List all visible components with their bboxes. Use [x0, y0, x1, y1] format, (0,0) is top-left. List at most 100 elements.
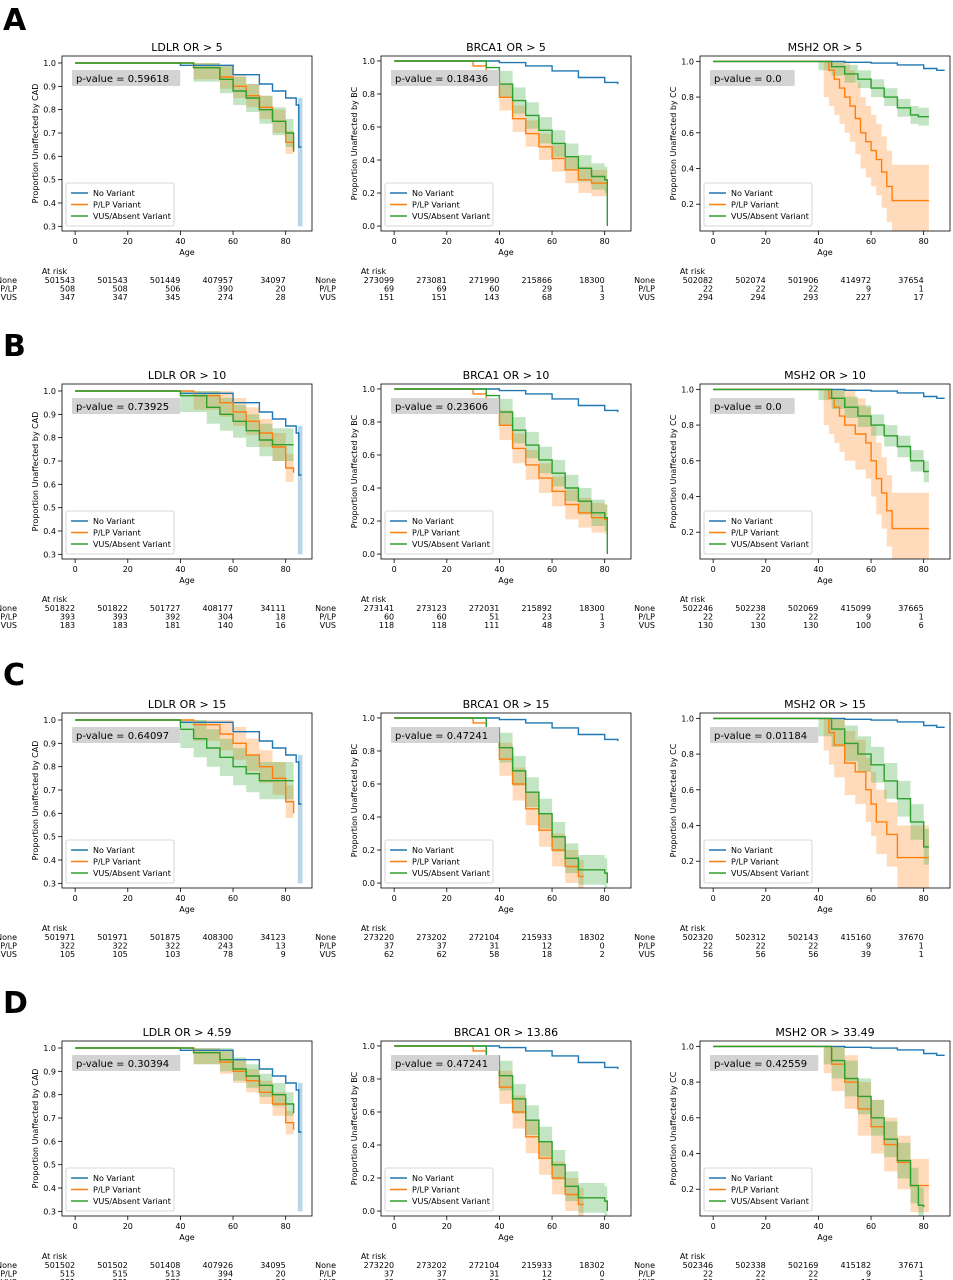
x-axis-label: Age: [498, 576, 514, 585]
pvalue-text: p-value = 0.64097: [76, 731, 169, 742]
pvalue-text: p-value = 0.47241: [395, 1059, 488, 1070]
ci-band: [713, 718, 929, 865]
at-risk-row-label: VUS: [639, 950, 655, 959]
at-risk-count: 22: [703, 1270, 713, 1279]
at-risk-count: 381: [60, 1278, 75, 1280]
x-tick-label: 40: [175, 565, 185, 574]
plot-area: [713, 60, 945, 231]
legend-label: P/LP Variant: [412, 529, 460, 538]
at-risk-row-label: P/LP: [638, 285, 655, 294]
x-tick-label: 40: [494, 894, 504, 903]
at-risk-count: 9: [866, 285, 871, 294]
x-axis-label: Age: [498, 1233, 514, 1242]
legend: No Variant P/LP Variant VUS/Absent Variant: [65, 182, 175, 227]
y-tick-label: 0.4: [362, 484, 375, 493]
y-tick-label: 0.0: [362, 1207, 375, 1216]
legend-label: VUS/Absent Variant: [93, 1197, 171, 1206]
x-tick-label: 60: [228, 1222, 238, 1231]
pvalue-text: p-value = 0.30394: [76, 1059, 169, 1070]
x-tick-label: 20: [761, 237, 771, 246]
survival-line: [75, 719, 295, 814]
y-tick-label: 0.8: [362, 90, 375, 99]
survival-line: [75, 719, 294, 782]
at-risk-count: 272104: [469, 1261, 500, 1270]
panel-title: LDLR OR > 15: [148, 698, 226, 711]
at-risk-count: 37665: [898, 604, 923, 613]
row-letter-b: B: [3, 329, 26, 364]
x-tick-label: 80: [919, 894, 929, 903]
x-tick-label: 60: [228, 237, 238, 246]
at-risk-count: 39: [861, 950, 871, 959]
plot-frame: [380, 1040, 632, 1217]
y-tick-label: 0.2: [681, 1185, 694, 1194]
at-risk-count: 414972: [841, 276, 872, 285]
y-tick-label: 0.8: [681, 1078, 694, 1087]
y-tick-label: 0.4: [43, 527, 56, 536]
at-risk-row-label: VUS: [320, 621, 336, 630]
x-tick-label: 0: [73, 237, 78, 246]
y-tick-label: 0.7: [43, 129, 56, 138]
at-risk-count: 111: [484, 621, 499, 630]
km-panel: LDLR OR > 10 0 20 40 60 80 0.3 0.4 0.5 0.6 0.7 0.8 0…: [0, 369, 313, 630]
at-risk-row-label: None: [315, 1261, 336, 1270]
at-risk-count: 1: [919, 285, 924, 294]
y-tick-label: 0.6: [681, 457, 694, 466]
at-risk-count: 22: [756, 942, 766, 951]
at-risk-count: 130: [803, 621, 818, 630]
at-risk-count: 501822: [97, 604, 128, 613]
x-tick-label: 80: [281, 565, 291, 574]
at-risk-count: 407926: [203, 1261, 234, 1270]
at-risk-row-label: None: [0, 276, 17, 285]
km-panel: BRCA1 OR > 5 0 20 40 60 80 0.0 0.2 0.4 0.6 0.8 1.0 A…: [315, 41, 632, 302]
x-tick-label: 80: [600, 237, 610, 246]
plot-area: [713, 717, 945, 888]
y-tick-label: 0.6: [43, 480, 56, 489]
pvalue-badge: [710, 727, 819, 743]
x-axis-label: Age: [498, 905, 514, 914]
legend-box: [65, 839, 175, 884]
legend-label: VUS/Absent Variant: [731, 1197, 809, 1206]
at-risk-count: 16: [275, 621, 285, 630]
at-risk-row-label: P/LP: [319, 285, 336, 294]
x-tick-label: 0: [711, 237, 716, 246]
legend-box: [384, 510, 494, 555]
at-risk-count: 34097: [260, 276, 285, 285]
x-tick-label: 80: [919, 565, 929, 574]
at-risk-count: 62: [384, 950, 394, 959]
at-risk-count: 48: [542, 621, 552, 630]
legend-label: VUS/Absent Variant: [731, 869, 809, 878]
at-risk-count: 37: [384, 1270, 394, 1279]
at-risk-count: 51: [489, 613, 499, 622]
at-risk-count: 6: [919, 621, 924, 630]
at-risk-count: 273220: [364, 1261, 395, 1270]
ci-band: [297, 426, 303, 555]
at-risk-count: 151: [432, 293, 447, 302]
survival-line: [75, 1047, 295, 1114]
x-tick-label: 0: [73, 1222, 78, 1231]
at-risk-count: 294: [698, 293, 713, 302]
y-tick-label: 0.5: [43, 176, 56, 185]
at-risk-row-label: P/LP: [638, 1270, 655, 1279]
at-risk-count: 273220: [364, 933, 395, 942]
x-tick-label: 40: [813, 894, 823, 903]
at-risk-count: 34095: [260, 1261, 285, 1270]
panel-title: MSH2 OR > 33.49: [775, 1026, 874, 1039]
at-risk-row-label: P/LP: [638, 613, 655, 622]
at-risk-header: At risk: [680, 1252, 706, 1261]
at-risk-count: 502069: [788, 604, 819, 613]
at-risk-row-label: None: [634, 276, 655, 285]
x-tick-label: 80: [919, 1222, 929, 1231]
x-tick-label: 0: [73, 894, 78, 903]
ci-band: [394, 1046, 608, 1216]
at-risk-row-label: None: [634, 933, 655, 942]
at-risk-count: 0: [919, 1278, 924, 1280]
at-risk-count: 22: [808, 1270, 818, 1279]
at-risk-count: 60: [437, 613, 447, 622]
y-tick-label: 0.4: [43, 1184, 56, 1193]
y-axis-label: Proportion Unaffected by CC: [669, 414, 678, 528]
x-tick-label: 40: [813, 237, 823, 246]
y-tick-label: 0.8: [362, 1075, 375, 1084]
y-tick-label: 1.0: [681, 1042, 694, 1051]
at-risk-count: 347: [113, 293, 128, 302]
survival-line: [713, 388, 945, 399]
